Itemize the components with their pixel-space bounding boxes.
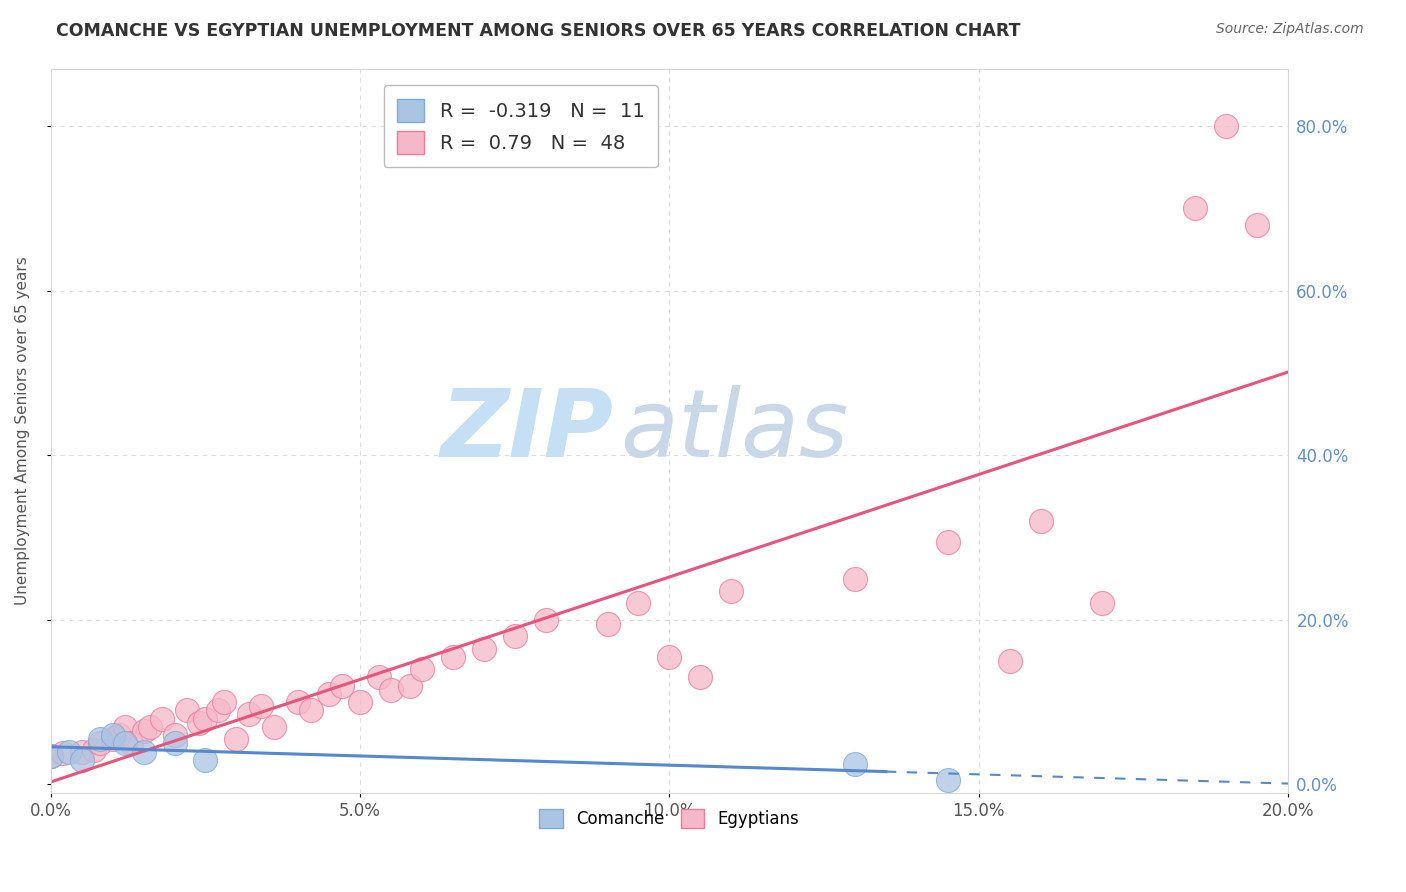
Point [330,679,353,693]
Point [39,748,62,763]
Point [411,662,433,676]
Point [318,687,340,701]
Point [689,670,711,684]
Point [627,596,650,610]
Point [39,748,62,763]
Point [207,703,229,717]
Text: Source: ZipAtlas.com: Source: ZipAtlas.com [1216,22,1364,37]
Point [1246,218,1268,232]
Point [1029,514,1052,528]
Point [998,654,1021,668]
Point [70,745,93,759]
Point [299,703,322,717]
Point [844,572,866,586]
Point [58,745,80,759]
Point [225,732,247,747]
Point [250,699,273,714]
Point [936,534,959,549]
Point [367,670,389,684]
Legend: Comanche, Egyptians: Comanche, Egyptians [533,803,806,835]
Point [1215,119,1237,133]
Point [176,703,198,717]
Point [472,641,495,656]
Point [194,753,217,767]
Point [150,712,173,726]
Point [194,712,217,726]
Point [441,649,464,664]
Point [89,736,111,750]
Point [349,695,371,709]
Point [101,728,124,742]
Point [936,773,959,788]
Point [120,736,142,750]
Point [70,753,93,767]
Point [1091,596,1114,610]
Point [108,728,131,742]
Point [398,679,420,693]
Point [163,728,186,742]
Point [658,649,681,664]
Point [534,613,557,627]
Text: ZIP: ZIP [441,384,614,476]
Point [263,720,285,734]
Point [238,707,260,722]
Point [139,720,162,734]
Point [52,746,75,760]
Point [163,736,186,750]
Y-axis label: Unemployment Among Seniors over 65 years: Unemployment Among Seniors over 65 years [15,256,30,605]
Point [89,732,111,747]
Point [132,723,155,738]
Point [101,732,124,747]
Point [287,695,309,709]
Point [503,629,526,643]
Point [844,756,866,771]
Point [1184,202,1206,216]
Point [380,682,402,697]
Point [114,720,136,734]
Point [188,715,211,730]
Point [720,584,742,599]
Text: atlas: atlas [620,385,848,476]
Point [212,695,235,709]
Point [83,743,105,757]
Point [132,745,155,759]
Point [596,617,619,632]
Point [114,736,136,750]
Text: COMANCHE VS EGYPTIAN UNEMPLOYMENT AMONG SENIORS OVER 65 YEARS CORRELATION CHART: COMANCHE VS EGYPTIAN UNEMPLOYMENT AMONG … [56,22,1021,40]
